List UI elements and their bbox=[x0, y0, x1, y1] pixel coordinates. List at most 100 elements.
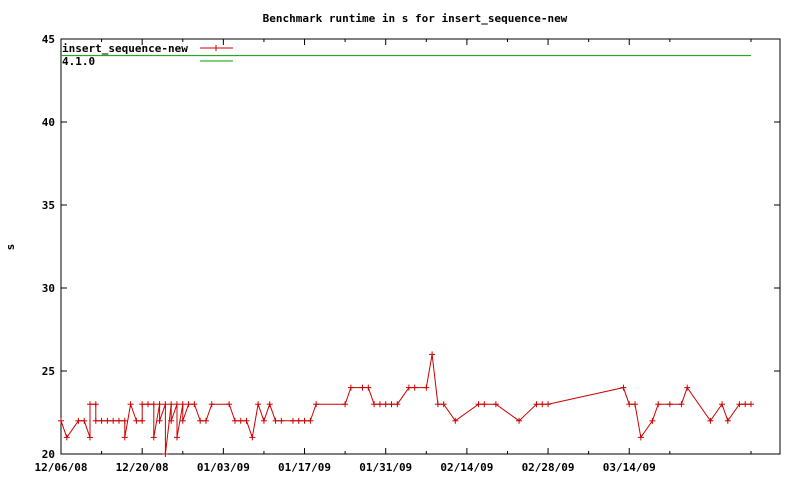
data-point-marker bbox=[724, 417, 731, 424]
data-point-marker bbox=[429, 351, 436, 358]
data-point-marker bbox=[411, 384, 418, 391]
data-point-marker bbox=[272, 417, 279, 424]
data-point-marker bbox=[423, 384, 430, 391]
data-point-marker bbox=[365, 384, 372, 391]
data-point-marker bbox=[371, 401, 378, 408]
data-point-marker bbox=[98, 417, 105, 424]
data-point-marker bbox=[626, 401, 633, 408]
data-point-marker bbox=[156, 417, 163, 424]
x-tick-label: 03/14/09 bbox=[603, 461, 656, 474]
data-point-marker bbox=[678, 401, 685, 408]
data-point-marker bbox=[104, 417, 111, 424]
data-point-marker bbox=[86, 434, 93, 441]
data-point-marker bbox=[492, 401, 499, 408]
data-point-marker bbox=[649, 417, 656, 424]
data-point-marker bbox=[168, 401, 175, 408]
data-point-marker bbox=[394, 401, 401, 408]
data-point-marker bbox=[202, 417, 209, 424]
y-tick-label: 30 bbox=[42, 282, 55, 295]
x-tick-label: 01/17/09 bbox=[278, 461, 331, 474]
data-point-marker bbox=[185, 401, 192, 408]
y-tick-label: 35 bbox=[42, 199, 55, 212]
data-point-marker bbox=[533, 401, 540, 408]
data-point-marker bbox=[92, 401, 99, 408]
y-tick-label: 20 bbox=[42, 448, 55, 461]
data-point-marker bbox=[748, 401, 755, 408]
data-point-marker bbox=[539, 401, 546, 408]
data-point-marker bbox=[719, 401, 726, 408]
data-point-marker bbox=[121, 417, 128, 424]
data-point-marker bbox=[359, 384, 366, 391]
data-point-marker bbox=[86, 401, 93, 408]
data-point-marker bbox=[162, 401, 169, 408]
data-point-marker bbox=[684, 384, 691, 391]
legend-label-4-1-0: 4.1.0 bbox=[62, 55, 95, 68]
data-point-marker bbox=[382, 401, 389, 408]
data-point-marker bbox=[707, 417, 714, 424]
data-point-marker bbox=[121, 434, 128, 441]
data-point-marker bbox=[150, 401, 157, 408]
data-point-marker bbox=[139, 401, 146, 408]
data-point-marker bbox=[144, 401, 151, 408]
data-point-marker bbox=[295, 417, 302, 424]
data-point-marker bbox=[92, 417, 99, 424]
data-point-marker bbox=[736, 401, 743, 408]
data-point-marker bbox=[191, 401, 198, 408]
y-tick-label: 40 bbox=[42, 116, 55, 129]
data-point-marker bbox=[127, 401, 134, 408]
data-point-marker bbox=[150, 434, 157, 441]
data-point-marker bbox=[75, 417, 82, 424]
data-point-marker bbox=[179, 417, 186, 424]
legend: insert_sequence-new 4.1.0 bbox=[62, 42, 233, 68]
data-point-marker bbox=[452, 417, 459, 424]
data-point-marker bbox=[434, 401, 441, 408]
y-tick-label: 25 bbox=[42, 365, 55, 378]
data-point-marker bbox=[405, 384, 412, 391]
data-point-marker bbox=[162, 451, 169, 457]
data-point-marker bbox=[475, 401, 482, 408]
data-point-marker bbox=[545, 401, 552, 408]
data-point-marker bbox=[81, 417, 88, 424]
data-point-marker bbox=[481, 401, 488, 408]
x-tick-label: 01/03/09 bbox=[197, 461, 250, 474]
data-point-marker bbox=[179, 401, 186, 408]
chart-title: Benchmark runtime in s for insert_sequen… bbox=[263, 12, 568, 25]
legend-label-insert-sequence-new: insert_sequence-new bbox=[62, 42, 188, 55]
data-point-marker bbox=[278, 417, 285, 424]
x-tick-label: 02/14/09 bbox=[440, 461, 493, 474]
data-point-marker bbox=[347, 384, 354, 391]
data-point-marker bbox=[231, 417, 238, 424]
x-tick-label: 02/28/09 bbox=[522, 461, 575, 474]
data-point-marker bbox=[307, 417, 314, 424]
data-point-marker bbox=[301, 417, 308, 424]
data-point-marker bbox=[632, 401, 639, 408]
data-point-marker bbox=[173, 434, 180, 441]
x-tick-label: 01/31/09 bbox=[359, 461, 412, 474]
data-point-marker bbox=[226, 401, 233, 408]
data-point-marker bbox=[666, 401, 673, 408]
data-point-marker bbox=[249, 434, 256, 441]
data-point-marker bbox=[260, 417, 267, 424]
data-point-marker bbox=[289, 417, 296, 424]
plot-frame bbox=[60, 38, 781, 455]
data-point-marker bbox=[208, 401, 215, 408]
y-axis-label: s bbox=[4, 244, 17, 251]
data-point-marker bbox=[313, 401, 320, 408]
data-point-marker bbox=[237, 417, 244, 424]
data-point-marker bbox=[440, 401, 447, 408]
data-point-marker bbox=[156, 401, 163, 408]
data-point-marker bbox=[655, 401, 662, 408]
data-point-marker bbox=[255, 401, 262, 408]
data-point-marker bbox=[197, 417, 204, 424]
data-point-marker bbox=[110, 417, 117, 424]
y-tick-label: 45 bbox=[42, 33, 55, 46]
data-point-marker bbox=[342, 401, 349, 408]
data-point-marker bbox=[388, 401, 395, 408]
data-point-marker bbox=[243, 417, 250, 424]
legend-marker bbox=[213, 45, 219, 51]
data-point-marker bbox=[139, 417, 146, 424]
x-tick-label: 12/20/08 bbox=[116, 461, 169, 474]
